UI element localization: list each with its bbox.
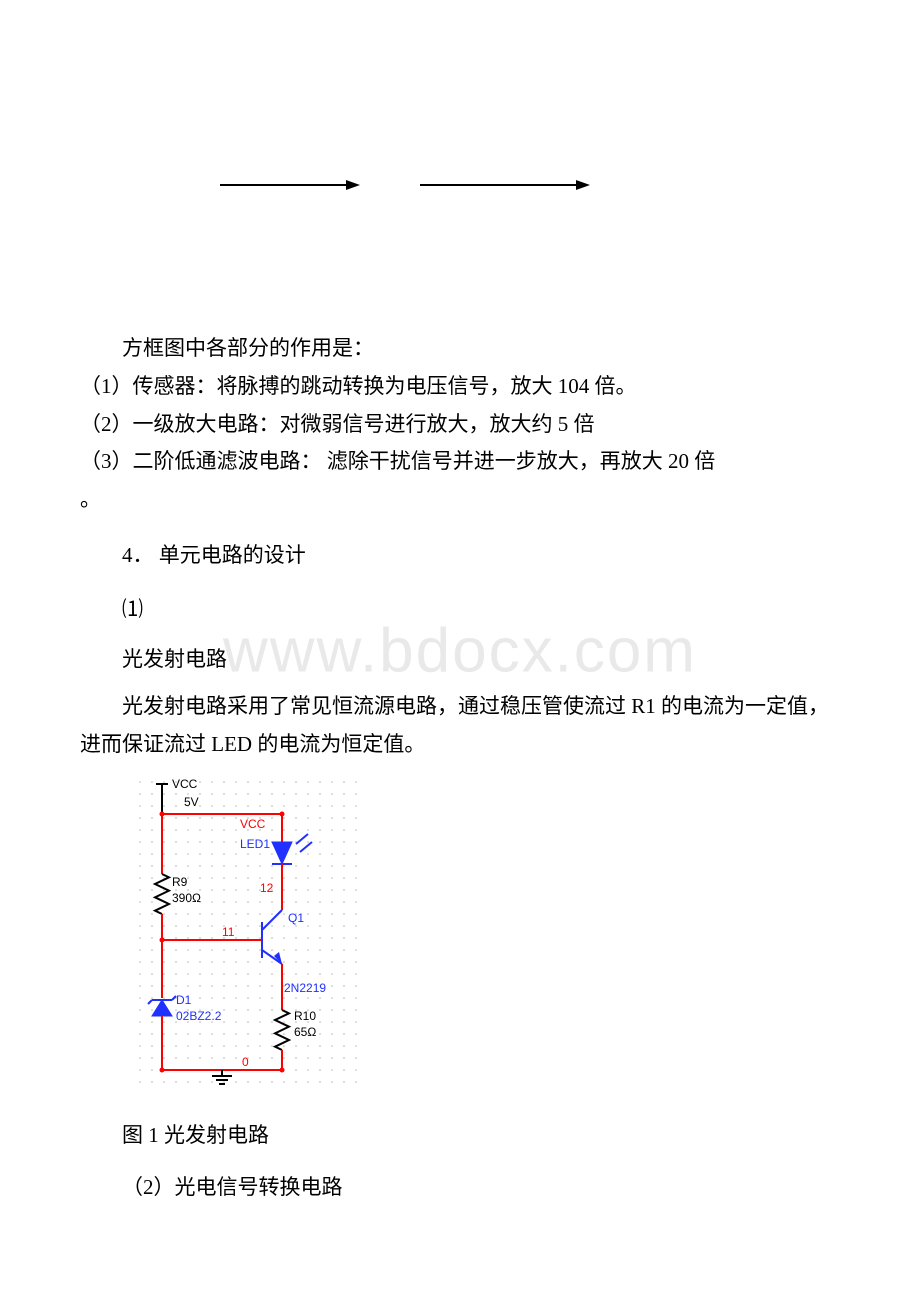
- item-3: （3）二阶低通滤波电路： 滤除干扰信号并进一步放大，再放大 20 倍: [80, 443, 840, 481]
- circuit-svg: VCC 5V VCC LED1 12 R9 390Ω 11 Q1 2N2219 R10 65Ω D1 02…: [132, 774, 367, 1094]
- svg-text:5V: 5V: [184, 795, 199, 809]
- sub-title-1: 光发射电路: [80, 641, 840, 679]
- svg-text:02BZ2.2: 02BZ2.2: [176, 1009, 222, 1023]
- circuit-figure: VCC 5V VCC LED1 12 R9 390Ω 11 Q1 2N2219 R10 65Ω D1 02…: [132, 774, 840, 1107]
- page-content: 方框图中各部分的作用是： （1）传感器：将脉搏的跳动转换为电压信号，放大 104…: [80, 180, 840, 1206]
- sub-body-1: 光发射电路采用了常见恒流源电路，通过稳压管使流过 R1 的电流为一定值，进而保证…: [80, 688, 840, 764]
- svg-text:R9: R9: [172, 875, 188, 889]
- svg-text:VCC: VCC: [172, 777, 198, 791]
- svg-text:D1: D1: [176, 993, 192, 1007]
- section-4-title: 4． 单元电路的设计: [80, 537, 840, 575]
- item-1: （1）传感器：将脉搏的跳动转换为电压信号，放大 104 倍。: [80, 368, 840, 406]
- svg-text:2N2219: 2N2219: [284, 981, 326, 995]
- svg-text:0: 0: [242, 1055, 249, 1069]
- arrow-left: [220, 180, 360, 190]
- section-2-title: （2）光电信号转换电路: [80, 1169, 840, 1207]
- svg-text:11: 11: [222, 925, 235, 939]
- svg-text:12: 12: [260, 881, 274, 895]
- svg-text:LED1: LED1: [240, 837, 270, 851]
- arrows-row: [80, 180, 840, 220]
- text-block: 方框图中各部分的作用是： （1）传感器：将脉搏的跳动转换为电压信号，放大 104…: [80, 330, 840, 1206]
- arrow-right: [420, 180, 590, 190]
- svg-text:VCC: VCC: [240, 817, 266, 831]
- svg-text:R10: R10: [294, 1009, 316, 1023]
- item-3-tail: 。: [80, 481, 840, 519]
- svg-text:Q1: Q1: [288, 911, 304, 925]
- item-2: （2）一级放大电路：对微弱信号进行放大，放大约 5 倍: [80, 406, 840, 444]
- block-intro: 方框图中各部分的作用是：: [80, 330, 840, 368]
- svg-text:390Ω: 390Ω: [172, 891, 201, 905]
- sub-number-1: ⑴: [80, 591, 840, 629]
- figure-1-caption: 图 1 光发射电路: [80, 1117, 840, 1155]
- svg-text:65Ω: 65Ω: [294, 1025, 316, 1039]
